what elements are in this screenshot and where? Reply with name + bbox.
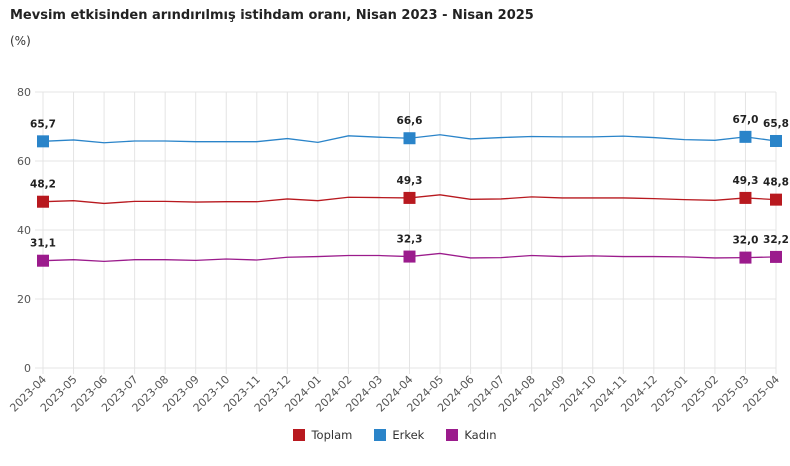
y-tick-label: 40 [17,224,31,237]
data-label-erkek: 65,8 [763,118,789,130]
data-label-toplam: 49,3 [397,175,423,187]
data-marker-erkek [37,135,49,148]
data-marker-erkek [770,134,782,147]
legend-swatch [374,429,387,441]
data-marker-toplam [403,191,416,204]
chart-title: Mevsim etkisinden arındırılmış istihdam … [10,8,534,23]
y-tick-label: 80 [17,86,31,99]
data-label-kadın: 31,1 [30,238,56,250]
data-marker-kadın [37,254,49,267]
data-label-toplam: 48,8 [763,177,789,189]
data-label-erkek: 65,7 [30,118,56,130]
data-label-erkek: 67,0 [732,114,758,126]
legend-item-kadın[interactable]: Kadın [446,428,497,442]
data-marker-erkek [739,130,752,143]
legend-label: Toplam [311,428,353,442]
legend-item-erkek[interactable]: Erkek [374,428,424,442]
y-tick-label: 0 [24,362,31,375]
legend-item-toplam[interactable]: Toplam [293,428,352,442]
data-marker-kadın [770,250,782,263]
legend-swatch [293,429,306,441]
y-tick-label: 60 [17,155,31,168]
data-label-kadın: 32,0 [732,235,758,247]
data-label-toplam: 48,2 [30,179,56,191]
legend-swatch [446,429,459,441]
legend-label: Kadın [464,428,497,442]
data-marker-erkek [403,132,416,145]
data-marker-kadın [739,251,752,264]
legend: Toplam Erkek Kadın [0,428,790,442]
legend-label: Erkek [392,428,425,442]
data-marker-kadın [403,250,416,263]
data-label-kadın: 32,3 [397,234,423,246]
y-tick-label: 20 [17,293,31,306]
data-label-kadın: 32,2 [763,234,789,246]
chart-unit: (%) [10,34,31,48]
data-marker-toplam [770,193,782,206]
data-marker-toplam [37,195,49,208]
data-label-erkek: 66,6 [397,115,423,127]
data-marker-toplam [739,191,752,204]
data-label-toplam: 49,3 [732,175,758,187]
